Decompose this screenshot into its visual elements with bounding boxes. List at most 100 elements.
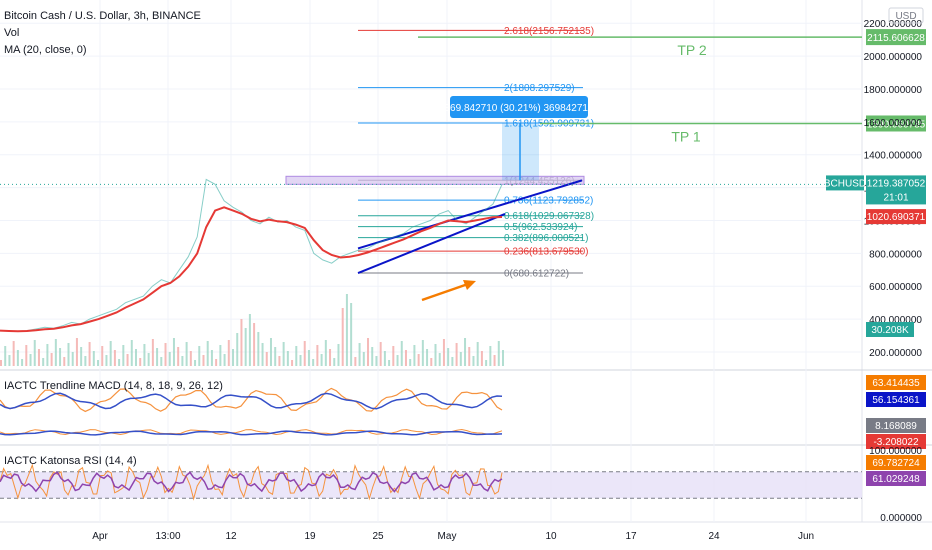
time-tick-label: 24 xyxy=(708,531,720,542)
rsi-slow-line xyxy=(0,471,503,493)
volume-bar xyxy=(362,352,365,366)
volume-bar xyxy=(350,303,353,366)
ma-line xyxy=(0,206,503,333)
ma-legend: MA (20, close, 0) xyxy=(4,44,87,56)
price-badge-text: 1219.387052 xyxy=(867,178,926,189)
macd-axis-label: -3.208022 xyxy=(873,437,918,448)
volume-bar xyxy=(88,342,91,366)
volume-bar xyxy=(33,340,36,366)
fib-level-label: 0.786(1123.792852) xyxy=(504,196,593,207)
macd-axis-badge xyxy=(866,434,926,449)
volume-bar xyxy=(118,359,121,366)
volume-bar xyxy=(282,342,285,366)
price-tick-label: 2000.000000 xyxy=(864,52,923,63)
fib-level-label: 0.5(962.533924) xyxy=(504,222,577,233)
volume-bar xyxy=(63,357,66,366)
volume-bar xyxy=(248,314,251,366)
volume-bar xyxy=(189,351,192,366)
volume-bar xyxy=(181,356,184,366)
volume-bar xyxy=(379,342,382,366)
volume-bar xyxy=(358,343,361,366)
volume-bar xyxy=(223,354,226,366)
volume-bar xyxy=(215,359,218,366)
trend-channel[interactable] xyxy=(357,179,583,302)
resistance-zone xyxy=(285,175,585,185)
volume-bar xyxy=(160,357,163,366)
volume-bar xyxy=(122,345,125,366)
price-tick-label: 400.000000 xyxy=(869,315,922,326)
volume-bar xyxy=(202,355,205,366)
volume-bar xyxy=(480,351,483,366)
volume-bar xyxy=(430,358,433,366)
volume-bar xyxy=(489,346,492,366)
price-badge-text: 30.208K xyxy=(871,325,909,336)
rsi-axis-label: 69.782724 xyxy=(872,458,920,469)
fib-level-label: 2.618(2156.752135) xyxy=(504,26,594,37)
fibonacci-levels[interactable]: 0(680.612722) 0.236(813.679530) 0.382(896.… xyxy=(285,26,594,280)
trend-arrow xyxy=(421,282,469,302)
volume-bar xyxy=(459,352,462,366)
volume-bar xyxy=(151,339,154,366)
currency-label[interactable]: USD xyxy=(895,11,916,22)
volume-bar xyxy=(198,346,201,366)
time-tick-label: 17 xyxy=(625,531,637,542)
macd-histogram-line xyxy=(0,428,503,436)
volume-bar xyxy=(59,348,62,366)
channel-upper-line xyxy=(357,179,583,250)
volume-bar xyxy=(130,340,133,366)
fib-level-label: 0.618(1029.067328) xyxy=(504,211,594,222)
volume-bar xyxy=(227,340,230,366)
volume-bar xyxy=(421,340,424,366)
fib-level-label: 0.382(896.000521) xyxy=(504,233,589,244)
volume-bar xyxy=(295,346,298,366)
volume-bar xyxy=(316,345,319,366)
macd-zero-line xyxy=(0,430,503,436)
time-tick-label: Jun xyxy=(798,531,814,542)
time-tick-label: May xyxy=(438,531,457,542)
price-tick-label: 2200.000000 xyxy=(864,19,923,30)
volume-bar xyxy=(464,338,467,366)
rsi-axis-label: 100.000000 xyxy=(869,446,922,457)
volume-bar xyxy=(291,360,294,366)
volume-bar xyxy=(257,332,260,366)
volume-bar xyxy=(303,341,306,366)
grid-lines xyxy=(0,0,862,522)
volume-bar xyxy=(278,356,281,366)
volume-bar xyxy=(8,355,11,366)
volume-bar xyxy=(455,343,458,366)
volume-bar xyxy=(476,342,479,366)
volume-bar xyxy=(113,350,116,366)
symbol-title: Bitcoin Cash / U.S. Dollar, 3h, BINANCE xyxy=(4,10,201,22)
volume-bar xyxy=(25,345,28,366)
volume-bar xyxy=(206,341,209,366)
volume-bar xyxy=(502,350,504,366)
price-badge xyxy=(866,322,914,337)
time-axis[interactable]: Apr 13:00 12 19 25 May 10 17 24 Jun xyxy=(92,531,814,542)
volume-bar xyxy=(371,347,374,366)
macd-axis-label: 8.168089 xyxy=(875,421,917,432)
volume-bar xyxy=(126,354,129,366)
volume-bar xyxy=(341,308,344,366)
volume-bar xyxy=(219,345,222,366)
volume-bar xyxy=(0,360,2,366)
time-tick-label: 19 xyxy=(304,531,316,542)
volume-bar xyxy=(147,353,150,366)
volume-bar xyxy=(261,343,264,366)
time-tick-label: 12 xyxy=(225,531,237,542)
rsi-axis-label: 61.029248 xyxy=(872,474,920,485)
volume-bar xyxy=(21,359,24,366)
volume-bar xyxy=(274,347,277,366)
channel-lower-line xyxy=(357,212,506,275)
rsi-legend: IACTC Katonsa RSI (14, 4) xyxy=(4,455,137,467)
price-badge-text: BCHUSD xyxy=(824,178,866,189)
volume-bar xyxy=(472,356,475,366)
volume-bar xyxy=(485,360,488,366)
volume-bar xyxy=(265,352,268,366)
measure-tool[interactable]: 369.842710 (30.21%) 369842710 xyxy=(444,96,594,181)
target-lines[interactable]: TP 2 2115.606628 TP 1 1590.060785 xyxy=(0,29,926,185)
target-label: TP 2 xyxy=(677,42,707,58)
price-badge-text: 1020.690371 xyxy=(867,212,926,223)
volume-bar xyxy=(139,358,142,366)
volume-bar xyxy=(67,343,70,366)
